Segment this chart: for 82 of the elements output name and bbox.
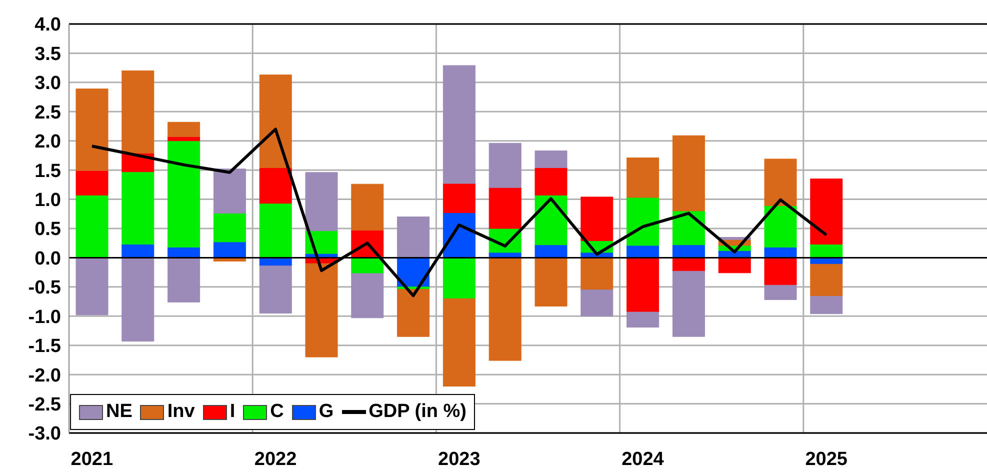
y-tick-label: 1.0 [34, 190, 61, 212]
bar [810, 244, 843, 258]
bar [810, 296, 843, 314]
bar [488, 142, 522, 188]
bar [672, 257, 705, 272]
bar [580, 290, 614, 316]
bar [672, 270, 705, 337]
bar [122, 70, 154, 154]
bar [580, 257, 614, 290]
legend-label: NE [106, 401, 132, 423]
bar [764, 284, 797, 300]
bar [810, 264, 843, 297]
x-tick-label: 2024 [622, 449, 664, 470]
legend-label: G [318, 401, 334, 423]
y-tick-label: 4.0 [34, 14, 61, 36]
bar [764, 205, 797, 248]
legend-label: Inv [167, 401, 195, 423]
bar [213, 213, 246, 242]
y-tick-label: -1.5 [28, 336, 62, 358]
bar [305, 172, 338, 232]
bar [122, 172, 154, 245]
bar [810, 178, 843, 245]
bar [764, 158, 797, 206]
y-tick-label: -3.0 [28, 424, 61, 445]
x-tick-label: 2025 [805, 449, 848, 470]
y-tick-label: 1.5 [34, 160, 62, 182]
bar [76, 257, 108, 316]
x-tick-label: 2022 [254, 449, 297, 470]
bar [351, 273, 384, 318]
y-tick-label: 2.0 [34, 132, 61, 153]
bar [442, 183, 476, 213]
bar [764, 257, 797, 286]
bar [626, 197, 660, 246]
bar [305, 263, 338, 358]
bar [122, 257, 154, 342]
bar [672, 244, 705, 258]
x-tick-label: 2021 [70, 449, 114, 470]
bar [534, 167, 568, 196]
y-tick-label: -2.5 [28, 394, 62, 416]
bar [351, 184, 384, 231]
bar [259, 167, 292, 204]
bar [76, 194, 108, 258]
bar [259, 74, 292, 168]
y-tick-label: 3.5 [34, 44, 62, 65]
bar [168, 122, 200, 138]
bar [672, 135, 705, 212]
legend-label: C [270, 401, 284, 423]
bar [259, 203, 292, 258]
bar [442, 298, 476, 387]
bar [442, 257, 476, 299]
bar [397, 216, 430, 258]
bar [168, 257, 200, 302]
y-tick-label: -2.0 [28, 365, 61, 386]
bar [488, 257, 522, 361]
bar [534, 194, 568, 246]
bar [488, 187, 522, 229]
y-tick-label: 2.5 [34, 102, 62, 124]
bar [213, 168, 246, 214]
bar [534, 257, 568, 306]
legend-label: I [230, 401, 236, 423]
y-tick-label: 3.0 [34, 73, 61, 94]
bar [534, 150, 568, 168]
legend-label: GDP (in %) [368, 401, 466, 423]
bar [626, 312, 660, 328]
bar [626, 257, 660, 312]
y-tick-label: -0.5 [28, 278, 62, 299]
bar [76, 88, 108, 171]
bar [305, 230, 338, 254]
bar [168, 140, 200, 248]
y-tick-label: 0.0 [34, 248, 61, 270]
bar [580, 196, 614, 242]
bar [122, 244, 154, 258]
bar [259, 266, 292, 314]
bar [76, 170, 108, 196]
bar [718, 257, 751, 274]
y-tick-label: 0.5 [34, 219, 62, 240]
bar [397, 289, 430, 337]
bar [442, 65, 476, 184]
y-tick-label: -1.0 [28, 306, 61, 328]
bar [534, 244, 568, 258]
x-tick-label: 2023 [438, 449, 480, 470]
bar [626, 158, 660, 198]
